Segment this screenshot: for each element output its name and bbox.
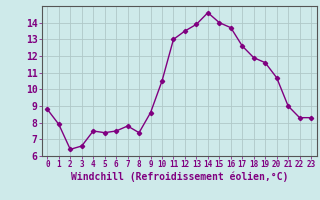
X-axis label: Windchill (Refroidissement éolien,°C): Windchill (Refroidissement éolien,°C) (70, 172, 288, 182)
